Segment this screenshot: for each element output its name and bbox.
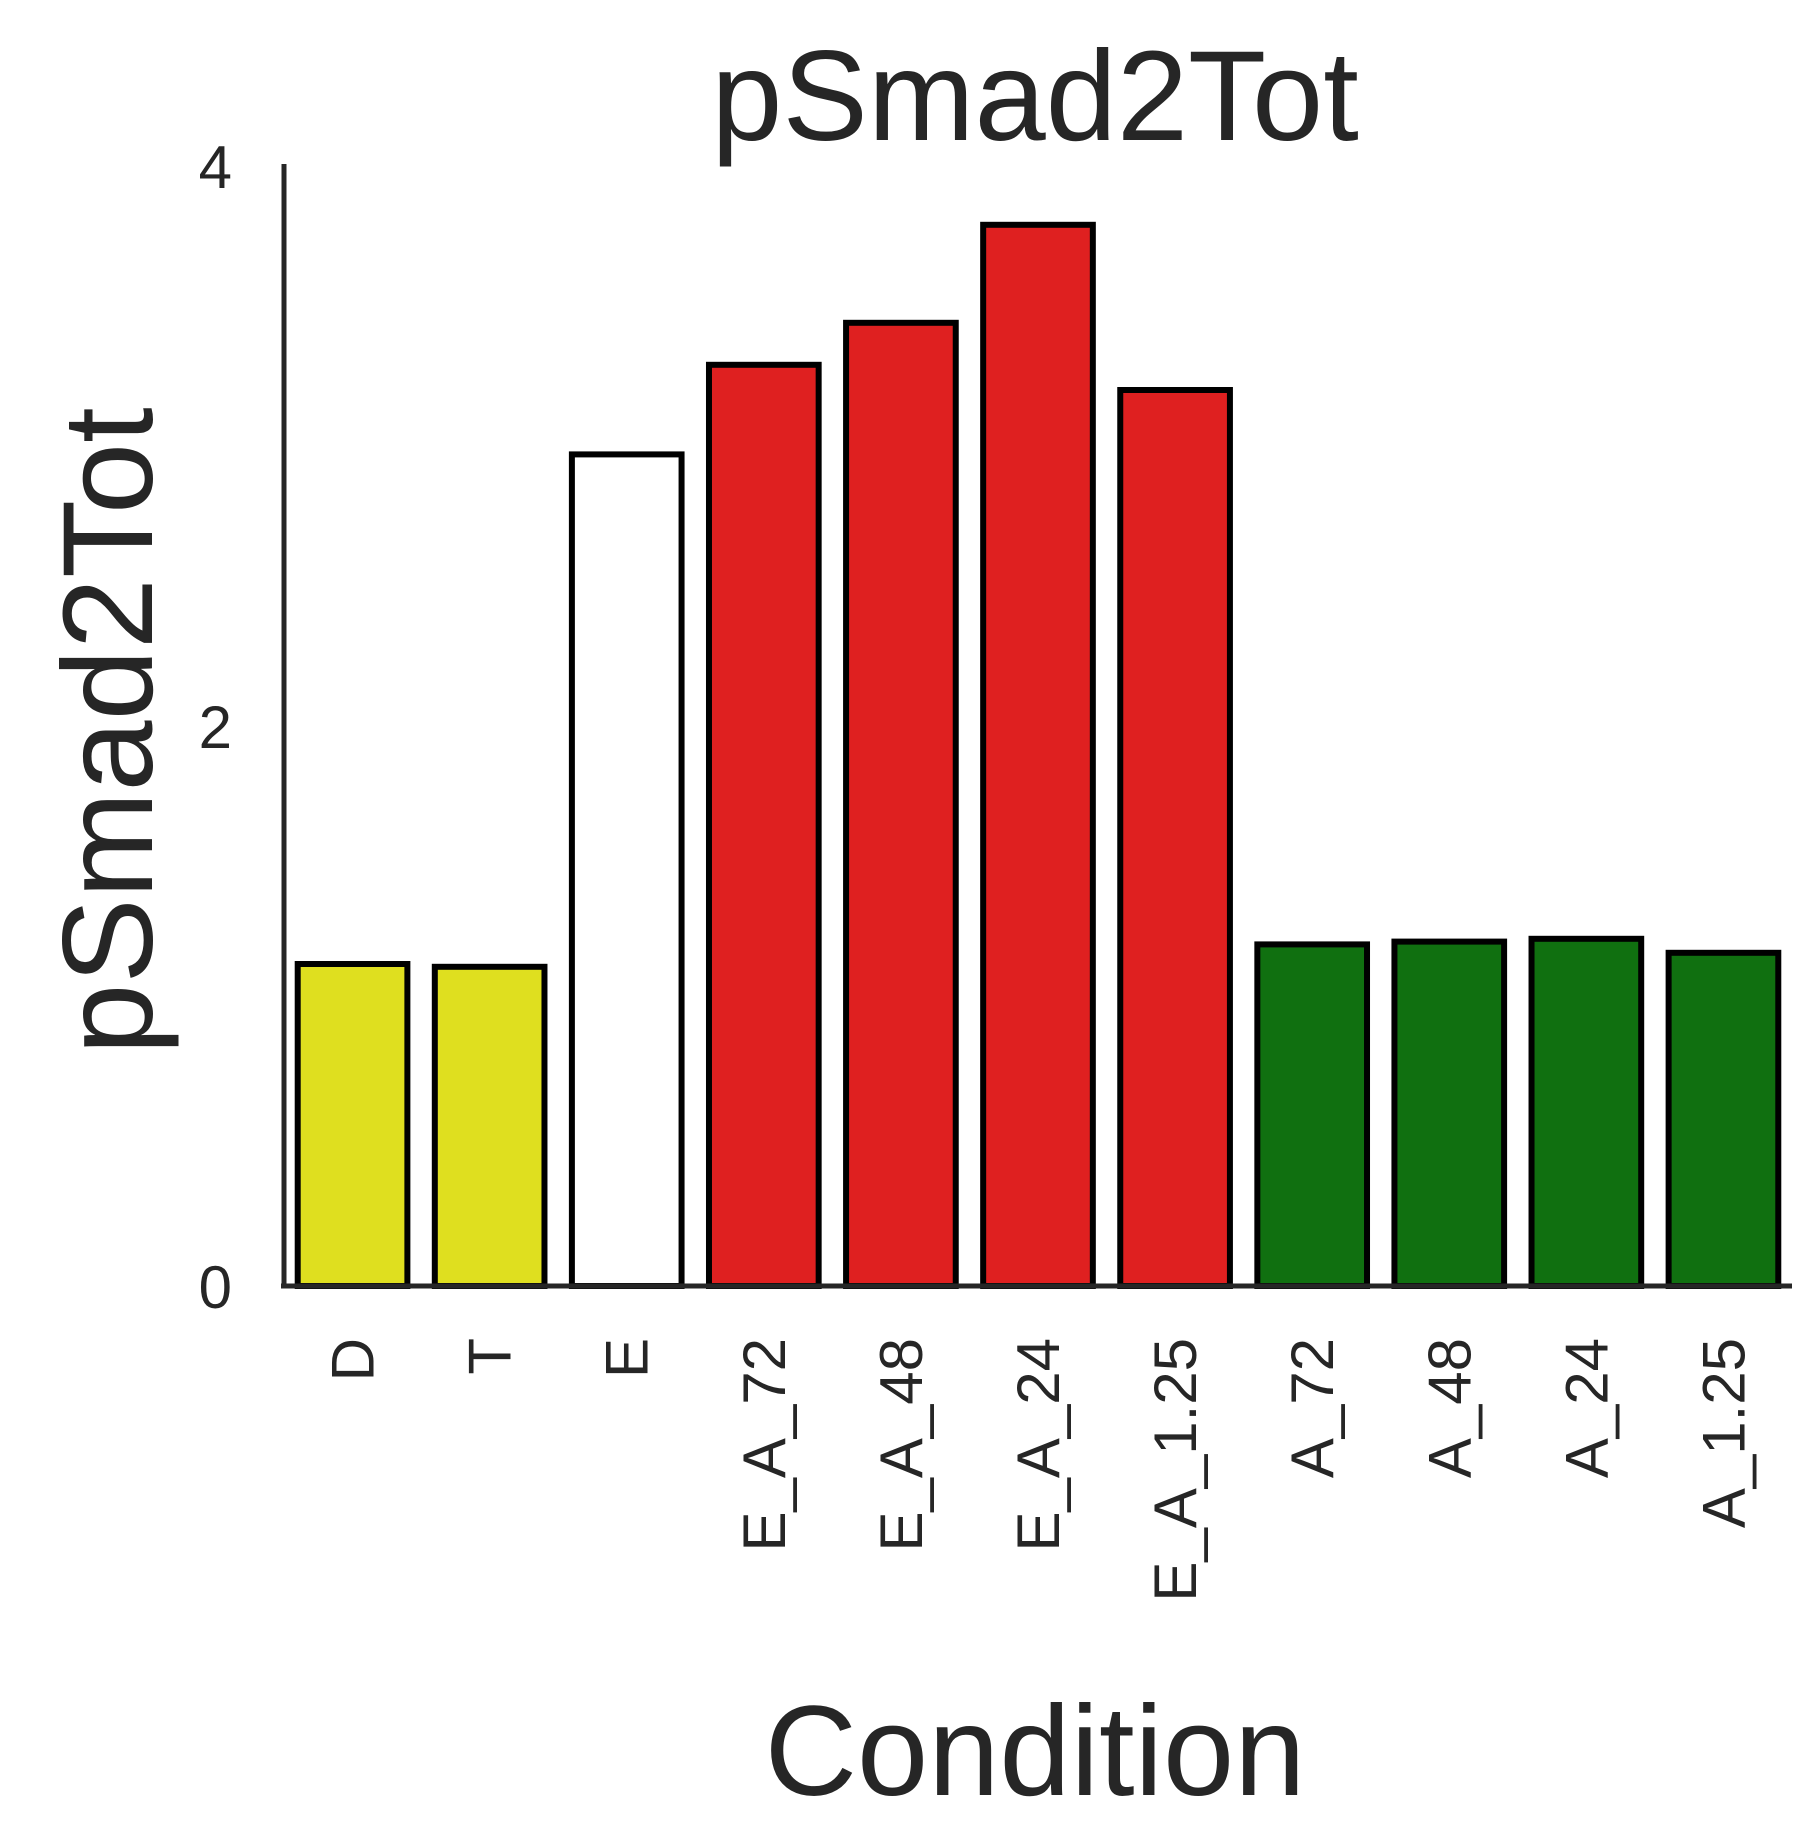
x-tick-label: A_1.25 [1690,1338,1757,1528]
x-tick-label: E_A_24 [1005,1338,1072,1552]
y-ticks-group: 0 2 4 [199,134,232,1321]
bars-group [294,221,1782,1290]
x-tick-label: E_A_1.25 [1142,1338,1209,1602]
bar-a-24 [1528,935,1645,1289]
x-tick-label: T [457,1338,524,1375]
x-tick-label: E_A_48 [868,1338,935,1552]
y-tick-label: 4 [199,134,232,201]
y-tick-label: 0 [199,1254,232,1321]
chart-title: pSmad2Tot [711,25,1359,168]
bar-e [568,451,685,1289]
x-tick-label: E_A_72 [731,1338,798,1552]
x-tick-label: A_72 [1279,1338,1346,1478]
x-tick-label: A_48 [1416,1338,1483,1478]
bar-t [431,963,548,1289]
y-tick-label: 2 [199,694,232,761]
y-axis-label: pSmad2Tot [37,407,180,1055]
bar-e-a-72 [705,361,822,1289]
x-tick-label: E [594,1338,661,1378]
bar-d [294,961,411,1289]
bar-a-48 [1391,938,1508,1289]
x-axis-label: Condition [765,1680,1306,1823]
bar-e-a-1-25 [1117,387,1233,1289]
bar-a-72 [1254,941,1371,1290]
bar-a-1-25 [1665,949,1782,1289]
bar-e-a-24 [980,221,1096,1289]
x-tick-label: D [320,1338,387,1381]
x-ticks-group: D T E E_A_72 E_A_48 E_A_24 E_A_1.25 A_72 A_48 A_2… [320,1338,1758,1602]
x-tick-label: A_24 [1553,1338,1620,1478]
bar-e-a-48 [843,319,959,1289]
